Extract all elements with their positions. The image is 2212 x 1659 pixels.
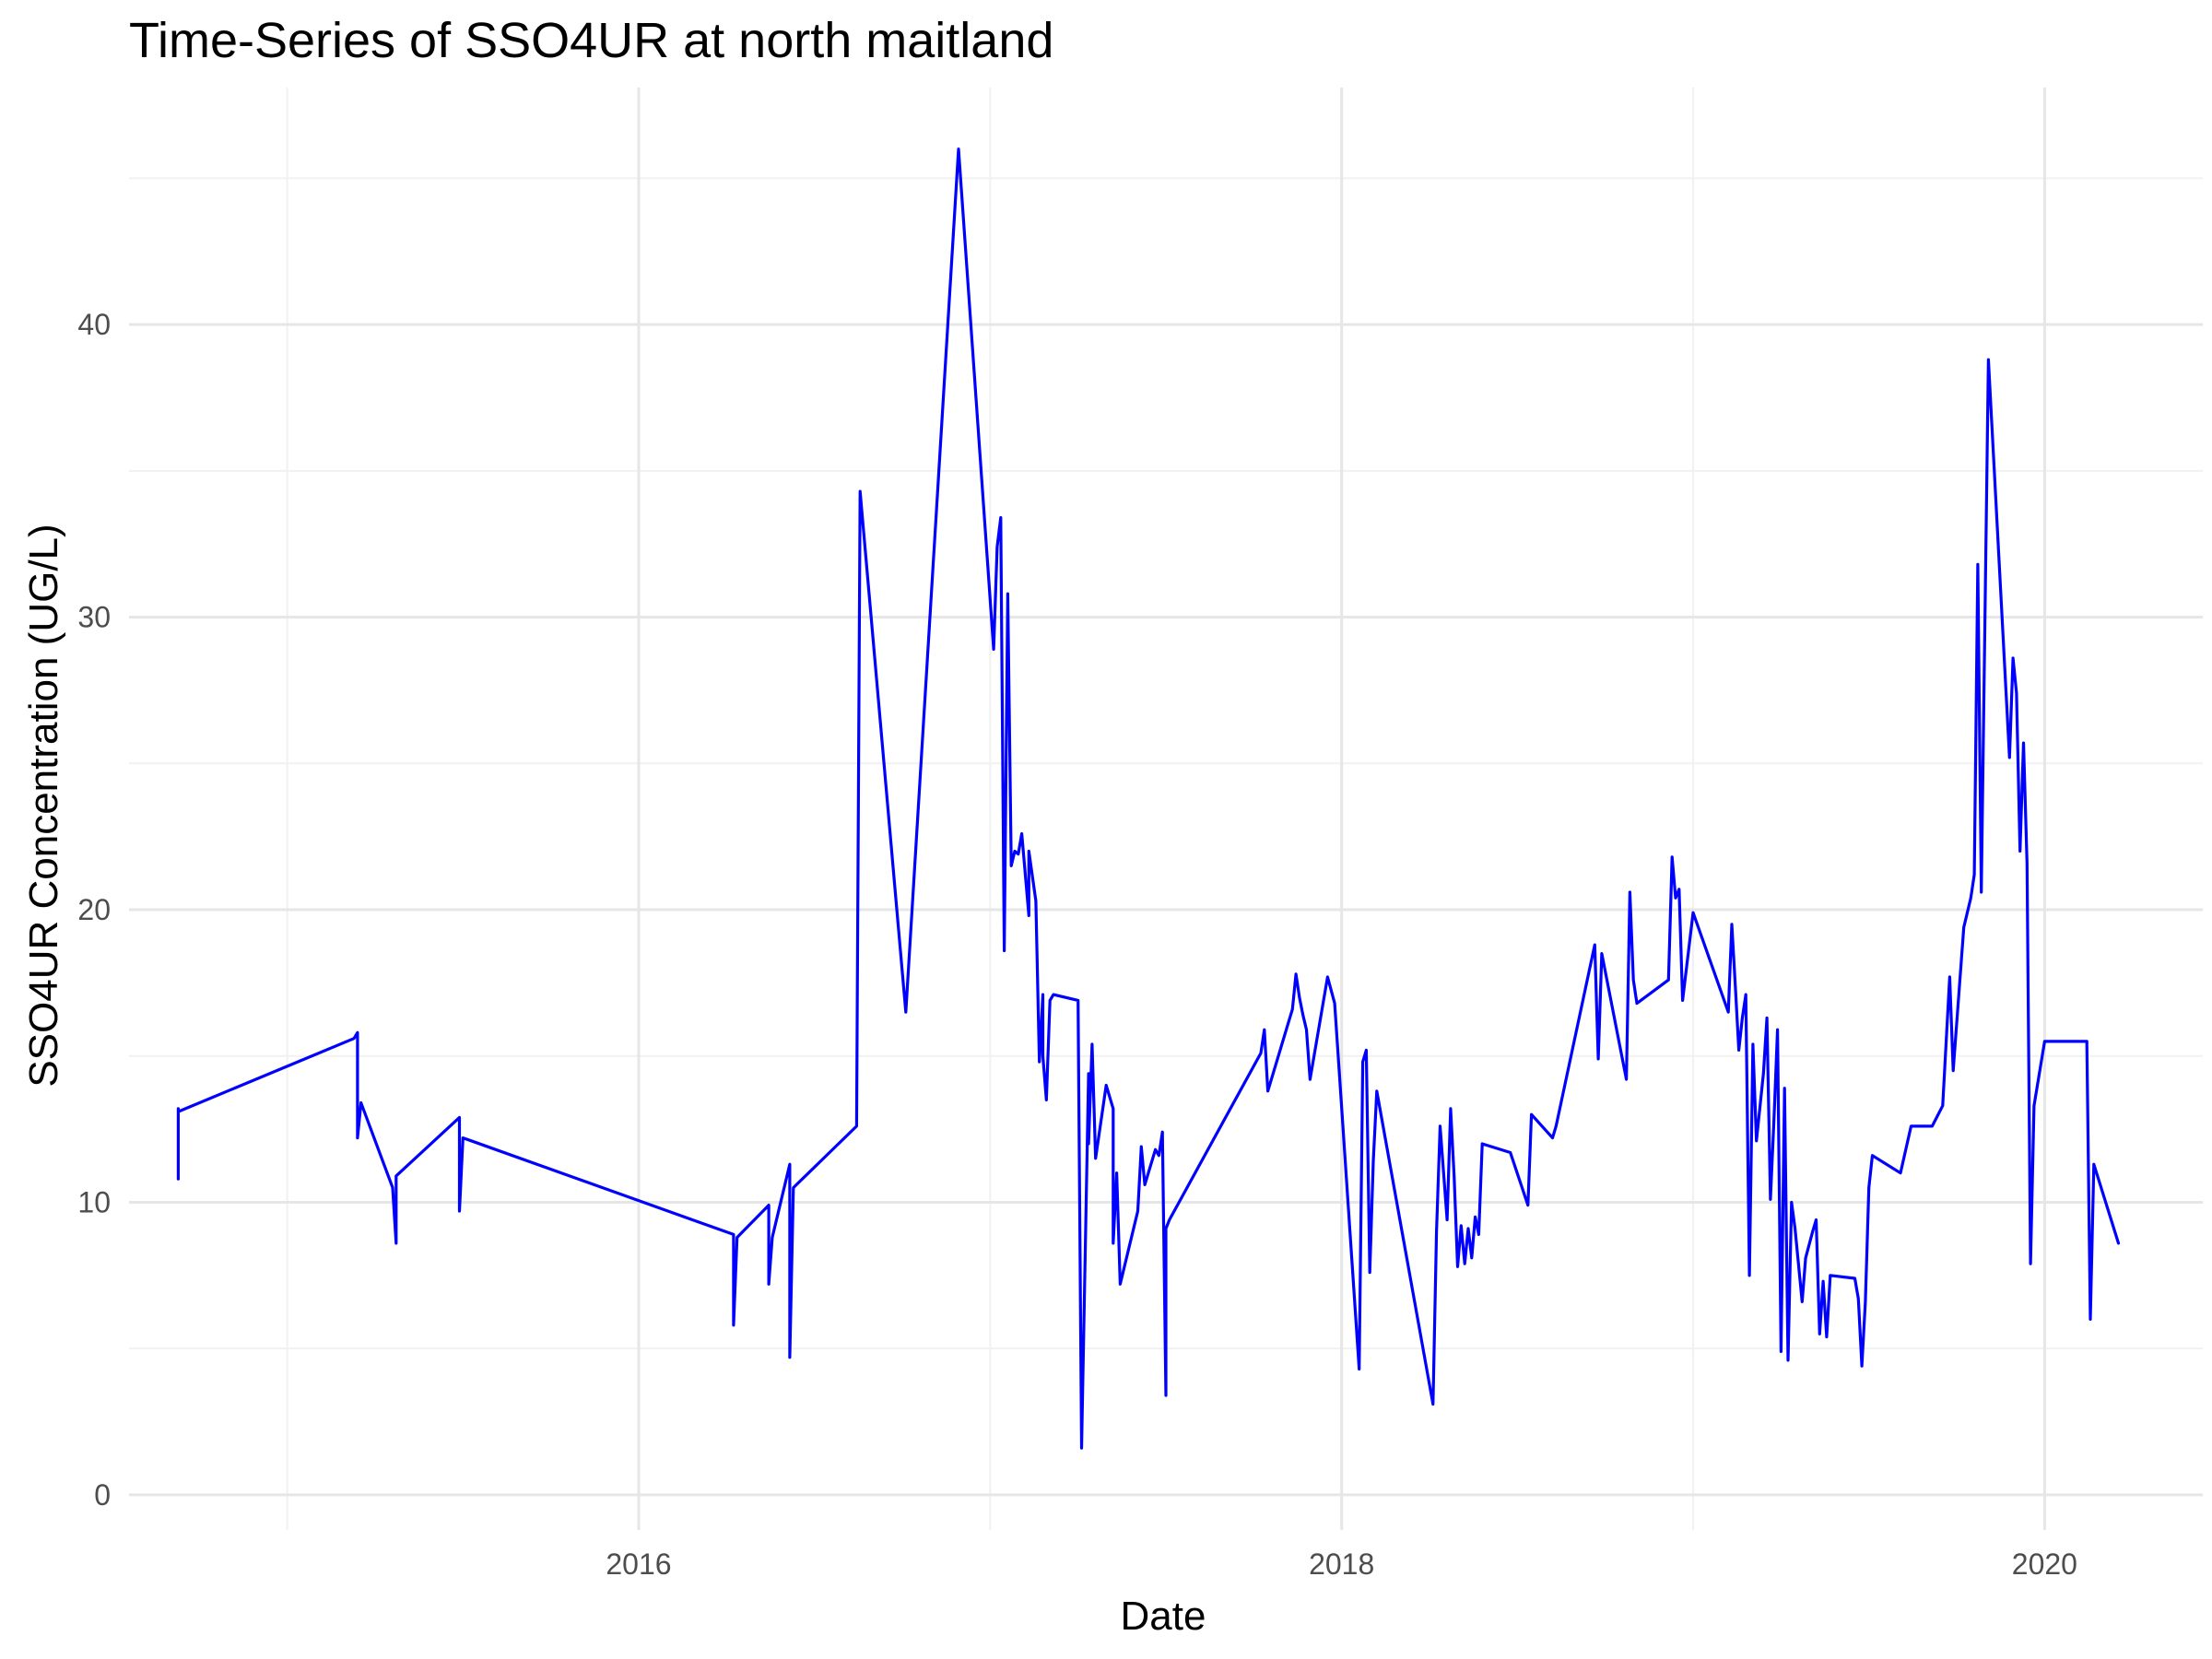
tick-labels: 2016 2018 2020 0 10 20 30 40: [77, 308, 2077, 1581]
x-tick-label: 2018: [1309, 1547, 1374, 1581]
grid: [129, 88, 2203, 1530]
x-axis-title: Date: [1121, 1594, 1206, 1639]
y-axis-title: SSO4UR Concentration (UG/L): [21, 524, 66, 1087]
x-tick-label: 2020: [2012, 1547, 2077, 1581]
series-line-sso4ur: [176, 147, 2121, 1450]
y-tick-label: 20: [77, 893, 111, 926]
y-tick-label: 10: [77, 1185, 111, 1218]
x-tick-label: 2016: [606, 1547, 671, 1581]
series-layer: [176, 147, 2121, 1450]
y-tick-label: 0: [94, 1478, 111, 1512]
chart-title: Time-Series of SSO4UR at north maitland: [129, 13, 1053, 68]
y-tick-label: 40: [77, 308, 111, 341]
y-tick-label: 30: [77, 601, 111, 634]
